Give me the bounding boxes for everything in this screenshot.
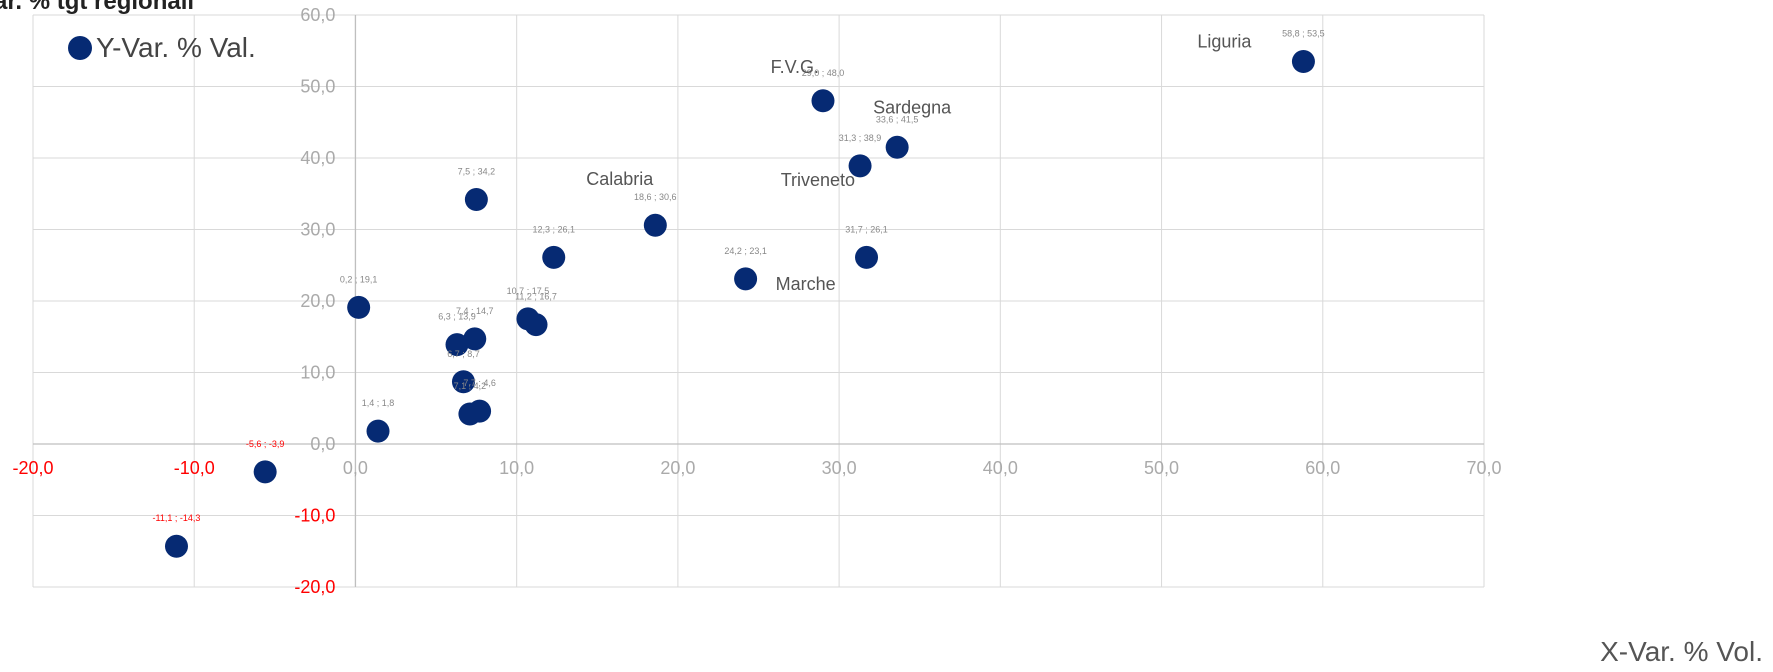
x-tick-label: 30,0 bbox=[822, 458, 857, 478]
data-label: 31,7 ; 26,1 bbox=[845, 224, 888, 234]
data-point bbox=[734, 267, 758, 291]
data-label: 58,8 ; 53,5 bbox=[1282, 28, 1325, 38]
data-point bbox=[811, 89, 835, 113]
region-name-label: Sardegna bbox=[873, 97, 952, 117]
data-label: 0,2 ; 19,1 bbox=[340, 274, 378, 284]
x-tick-label: -20,0 bbox=[12, 458, 53, 478]
data-point bbox=[451, 370, 475, 394]
data-label: 6,7 ; 8,7 bbox=[447, 349, 480, 359]
region-name-label: Marche bbox=[776, 274, 836, 294]
data-point bbox=[458, 402, 482, 426]
x-tick-label: 50,0 bbox=[1144, 458, 1179, 478]
y-tick-label: 50,0 bbox=[300, 77, 335, 97]
data-point bbox=[855, 245, 879, 269]
data-point bbox=[848, 154, 872, 178]
data-point bbox=[463, 327, 487, 351]
data-label: -11,1 ; -14,3 bbox=[153, 513, 201, 523]
x-tick-label: -10,0 bbox=[174, 458, 215, 478]
data-label: 6,3 ; 13,9 bbox=[438, 312, 476, 322]
legend: Y-Var. % Val. bbox=[68, 32, 256, 64]
data-label: 7,4 ; 14,7 bbox=[456, 306, 494, 316]
data-point bbox=[445, 333, 469, 357]
data-point bbox=[524, 313, 548, 337]
data-point bbox=[366, 419, 390, 443]
x-tick-label: 0,0 bbox=[343, 458, 368, 478]
region-name-label: Calabria bbox=[586, 169, 654, 189]
region-name-label: F.V.G. bbox=[771, 57, 819, 77]
data-point bbox=[542, 245, 566, 269]
data-label: 18,6 ; 30,6 bbox=[634, 192, 677, 202]
data-label: 11,2 ; 16,7 bbox=[515, 292, 557, 302]
x-tick-label: 60,0 bbox=[1305, 458, 1340, 478]
data-label: 10,7 ; 17,5 bbox=[507, 286, 550, 296]
data-label: 12,3 ; 26,1 bbox=[532, 224, 575, 234]
data-point bbox=[253, 460, 277, 484]
y-tick-label: 40,0 bbox=[300, 148, 335, 168]
data-label: 7,1 ; 4,2 bbox=[454, 381, 487, 391]
data-point bbox=[164, 534, 188, 558]
data-label: 29,0 ; 48,0 bbox=[802, 68, 845, 78]
y-tick-label: 60,0 bbox=[300, 5, 335, 25]
y-tick-label: 20,0 bbox=[300, 291, 335, 311]
x-tick-label: 70,0 bbox=[1466, 458, 1501, 478]
legend-marker-icon bbox=[68, 36, 92, 60]
data-label: 33,6 ; 41,5 bbox=[876, 114, 919, 124]
data-label: 24,2 ; 23,1 bbox=[724, 246, 767, 256]
legend-label: Y-Var. % Val. bbox=[96, 32, 256, 63]
region-name-label: Liguria bbox=[1197, 31, 1252, 51]
x-tick-label: 40,0 bbox=[983, 458, 1018, 478]
chart-title-fragment: ar. % tgt regionali bbox=[0, 0, 195, 15]
y-tick-label: 30,0 bbox=[300, 220, 335, 240]
data-point bbox=[464, 187, 488, 211]
y-tick-label: 0,0 bbox=[310, 434, 335, 454]
x-tick-label: 10,0 bbox=[499, 458, 534, 478]
x-tick-label: 20,0 bbox=[660, 458, 695, 478]
data-label: 31,3 ; 38,9 bbox=[839, 133, 882, 143]
region-name-label: Triveneto bbox=[781, 170, 855, 190]
data-label: 7,7 ; 4,6 bbox=[463, 378, 496, 388]
data-point bbox=[347, 295, 371, 319]
data-point bbox=[1291, 49, 1315, 73]
data-label: 7,5 ; 34,2 bbox=[458, 166, 496, 176]
y-tick-label: -20,0 bbox=[294, 577, 335, 597]
data-label: -5,6 ; -3,9 bbox=[246, 439, 285, 449]
data-point bbox=[885, 135, 909, 159]
y-tick-label: 10,0 bbox=[300, 363, 335, 383]
data-label: 1,4 ; 1,8 bbox=[362, 398, 395, 408]
x-axis-title: X-Var. % Vol. bbox=[1600, 636, 1763, 667]
y-tick-label: -10,0 bbox=[294, 506, 335, 526]
data-point bbox=[643, 213, 667, 237]
